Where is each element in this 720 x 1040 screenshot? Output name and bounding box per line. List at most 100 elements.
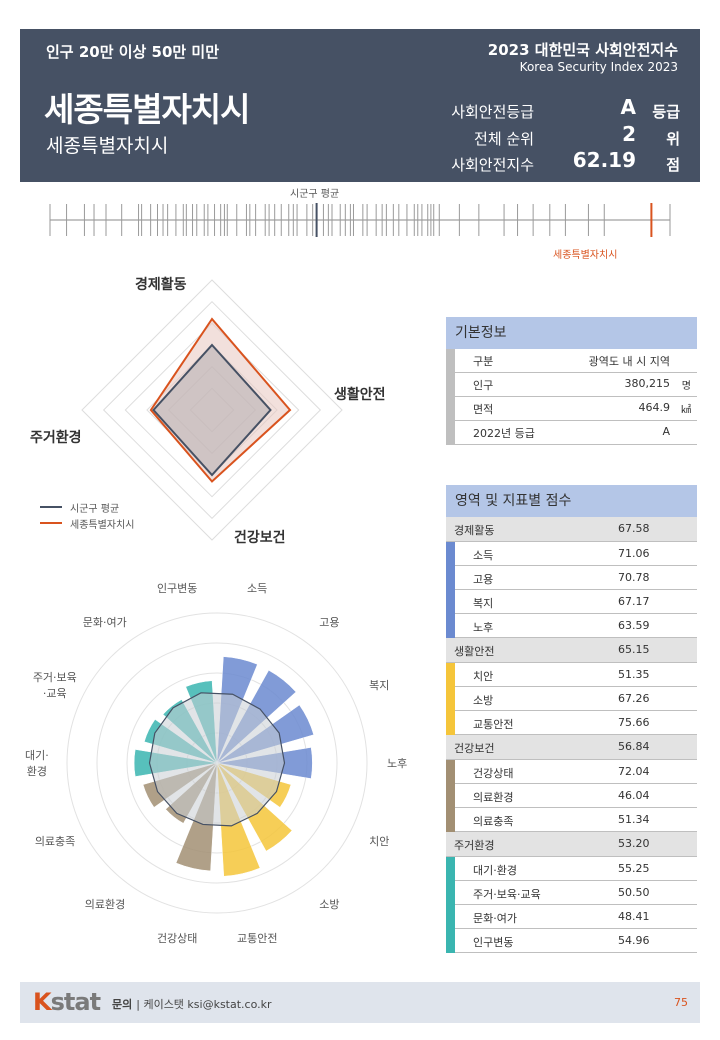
info-key: 구분 [473,355,494,368]
polar-grid-ring [66,612,368,914]
indicator-score: 54.96 [618,934,650,947]
row-marker [446,687,455,711]
section-row-safety: 생활안전 65.15 [446,638,697,663]
row-marker [446,808,455,832]
section-row-economy: 경제활동 67.58 [446,517,697,542]
indicator-row: 소득 71.06 [446,542,697,566]
row-marker [446,760,455,784]
polar-axis-label: 문화·여가 [82,616,127,630]
indicator-name: 의료환경 [473,791,514,804]
strip-city-label: 세종특별자치시 [553,250,618,261]
polar-average-outline [148,692,286,827]
kstat-logo: Kstat [33,988,101,1016]
radar-average-shape [152,343,272,477]
indicator-name: 인구변동 [473,936,514,949]
stat-grade-row: 사회안전등급 A 등급 [420,95,680,123]
row-marker [446,566,455,590]
strip-average-label: 시군구 평균 [290,189,340,200]
indicator-row: 인구변동 54.96 [446,929,697,953]
polar-axis-label: 고용 [319,616,340,630]
section-score: 53.20 [618,837,650,850]
contact-info: 문의 | 케이스탯 ksi@kstat.co.kr [112,996,272,1012]
radar-grid-ring [102,300,322,520]
radar-axis-label: 생활안전 [334,387,386,403]
indicator-score: 67.26 [618,692,650,705]
row-marker [446,373,455,397]
indicator-row: 건강상태 72.04 [446,760,697,784]
indicator-score: 71.06 [618,547,650,560]
indicator-score: 51.34 [618,813,650,826]
row-marker [446,881,455,905]
indicator-row: 의료충족 51.34 [446,808,697,832]
info-key: 면적 [473,403,494,416]
indicator-score: 50.50 [618,886,650,899]
section-name: 경제활동 [454,524,495,537]
stat-label: 전체 순위 [474,130,534,148]
stat-value: 62.19 [572,148,636,172]
indicator-name: 고용 [473,573,494,586]
indicator-score: 55.25 [618,862,650,875]
distribution-strip [49,203,671,237]
stat-value: A [620,95,636,119]
radar-chart [81,279,343,541]
indicator-row: 노후 63.59 [446,614,697,638]
indicator-row: 치안 51.35 [446,663,697,687]
info-value: 380,215 [624,377,671,390]
indicator-score: 46.04 [618,789,650,802]
indicator-name: 노후 [473,621,494,634]
info-value: A [662,425,670,438]
polar-axis-label: 의료충족 [34,835,76,849]
row-marker [446,590,455,614]
indicator-name: 치안 [473,670,494,683]
population-category: 인구 20만 이상 50만 미만 [46,43,220,61]
header-panel: 인구 20만 이상 50만 미만 세종특별자치시 세종특별자치시 2023 대한… [20,29,700,182]
footer-bar: Kstat 문의 | 케이스탯 ksi@kstat.co.kr 75 [20,982,700,1023]
section-row-health: 건강보건 56.84 [446,735,697,760]
polar-axis-label: 건강상태 [156,932,198,946]
indicator-score: 75.66 [618,716,650,729]
row-marker [446,397,455,421]
info-unit: 명 [681,381,691,392]
stat-label: 사회안전지수 [451,156,534,174]
basic-info-title: 기본정보 [446,317,697,349]
indicator-name: 소득 [473,549,494,562]
row-marker [446,421,455,445]
stat-unit: 점 [666,156,680,174]
stat-unit: 위 [666,130,680,148]
indicator-score: 70.78 [618,571,650,584]
basic-info-row: 인구 380,215 명 [446,373,697,397]
indicator-name: 문화·여가 [473,912,517,925]
legend-item-average: 시군구 평균 [40,499,134,515]
scores-title: 영역 및 지표별 점수 [446,485,697,517]
info-key: 2022년 등급 [473,427,535,440]
indicator-name: 복지 [473,597,494,610]
polar-axis-label: 소방 [319,897,340,911]
row-marker [446,905,455,929]
radar-axis-label: 경제활동 [135,277,187,293]
radar-axis-label: 주거환경 [30,430,82,446]
legend-line-city [40,522,62,524]
stat-value: 2 [622,122,636,146]
indicator-row: 복지 67.17 [446,590,697,614]
legend-item-city: 세종특별자치시 [40,515,134,531]
indicator-score: 67.17 [618,595,650,608]
radar-axis-label: 건강보건 [234,530,286,546]
polar-bar-chart [66,612,368,914]
stat-score-row: 사회안전지수 62.19 점 [420,148,680,176]
polar-axis-label: 의료환경 [84,897,126,911]
polar-axis-label: 인구변동 [156,581,198,595]
indicator-row: 고용 70.78 [446,566,697,590]
city-subtitle: 세종특별자치시 [46,135,169,157]
section-row-housing: 주거환경 53.20 [446,832,697,857]
page-number: 75 [674,996,688,1009]
contact-label: 문의 [112,998,133,1011]
stat-unit: 등급 [652,103,680,121]
indicator-row: 주거·보육·교육 50.50 [446,881,697,905]
index-title: 2023 대한민국 사회안전지수 [487,41,678,59]
indicator-score: 63.59 [618,619,650,632]
polar-axis-label: 노후 [387,757,408,770]
indicator-row: 의료환경 46.04 [446,784,697,808]
row-marker [446,929,455,953]
indicator-name: 대기·환경 [473,864,517,877]
legend-label: 세종특별자치시 [70,519,135,531]
